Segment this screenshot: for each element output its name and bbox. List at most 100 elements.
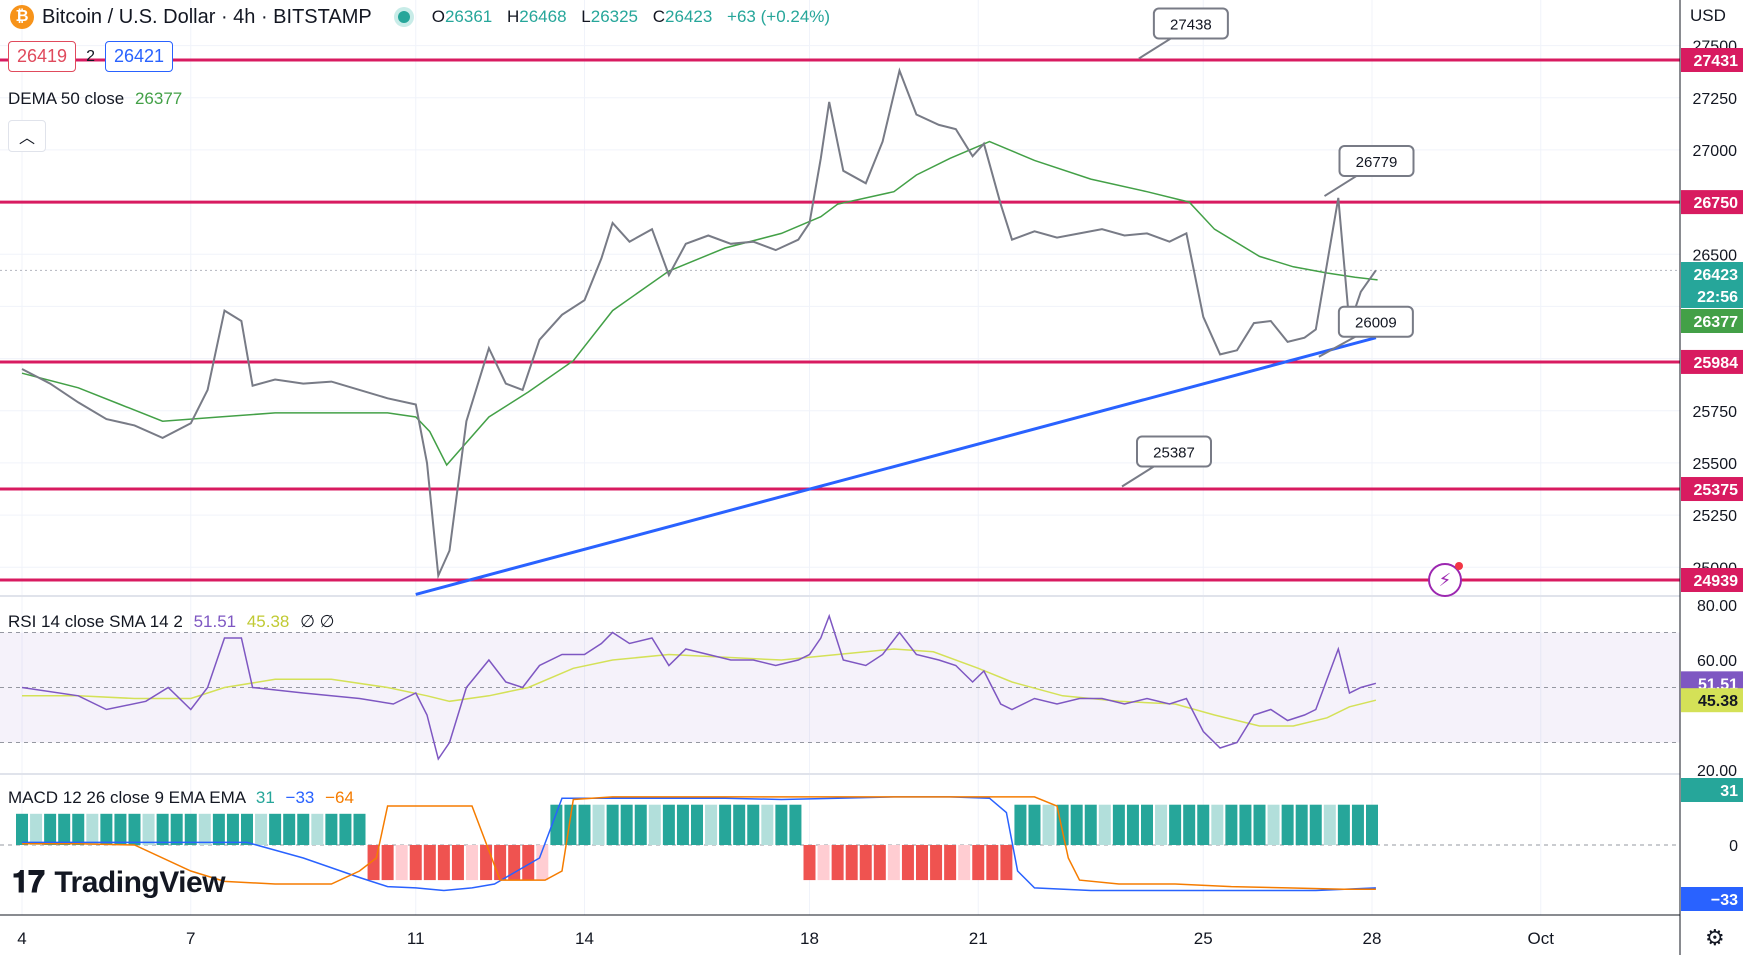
macd-histogram-bar: [170, 813, 183, 845]
horizontal-levels[interactable]: [0, 58, 1680, 582]
chart-header: ₿ Bitcoin / U.S. Dollar · 4h · BITSTAMP …: [0, 0, 840, 34]
macd-histogram-bar: [1211, 804, 1224, 845]
macd-histogram-bar: [395, 845, 408, 881]
time-tick-label: 28: [1363, 929, 1382, 948]
alert-dot: [1455, 562, 1463, 570]
macd-histogram-bar: [212, 813, 225, 845]
macd-histogram-bar: [241, 813, 253, 845]
ask-button[interactable]: 26421: [104, 41, 174, 72]
macd-histogram-bar: [578, 804, 591, 845]
level-price-badge-bg: [1681, 477, 1743, 502]
macd-histogram-bar: [522, 845, 535, 881]
macd-histogram-bar: [1281, 804, 1294, 845]
price-tick-label: 27000: [1693, 143, 1738, 160]
macd-histogram-bar: [1183, 804, 1196, 845]
price-axis[interactable]: 2750027250270002650025750255002525025000…: [1679, 0, 1743, 955]
macd-histogram-bar: [564, 804, 577, 845]
macd-histogram-bar: [775, 804, 788, 845]
macd-histogram-bar: [409, 845, 422, 881]
rsi-legend[interactable]: RSI 14 close SMA 14 2 51.51 45.38 ∅ ∅: [8, 612, 334, 632]
macd-histogram-bar: [859, 845, 872, 881]
macd-histogram-bar: [817, 845, 830, 881]
currency-selector[interactable]: USD: [1690, 6, 1726, 25]
change-value: +63 (+0.24%): [727, 7, 831, 26]
macd-histogram-bar: [620, 804, 633, 845]
level-price-badge-bg: [1681, 48, 1743, 72]
macd-histogram-bar: [30, 813, 43, 845]
flash-icon[interactable]: ⚡: [1428, 562, 1463, 597]
time-axis[interactable]: 4 7 11 14 18 21 25 28 Oct: [0, 914, 1680, 948]
level-price-badge: 27431: [1694, 53, 1739, 70]
gear-icon[interactable]: ⚙: [1705, 925, 1725, 950]
macd-histogram-bar: [494, 845, 507, 881]
rsi-sma-badge-bg: [1681, 688, 1743, 713]
level-price-badge-bg: [1681, 190, 1743, 215]
close-label: C: [652, 7, 666, 26]
macd-legend[interactable]: MACD 12 26 close 9 EMA EMA 31 −33 −64: [8, 788, 354, 808]
bid-ask: 26419 2 26421: [8, 41, 174, 72]
macd-histogram-bar: [789, 804, 802, 845]
macd-histogram-bar: [1000, 845, 1013, 881]
macd-histogram-bar: [550, 804, 563, 845]
macd-histogram-bar: [100, 813, 113, 845]
price-tick-label: 25250: [1693, 508, 1738, 525]
macd-tick-label: 0: [1729, 838, 1738, 855]
macd-histogram-bar: [1239, 804, 1252, 845]
callout-pointer: [1323, 173, 1361, 197]
level-price-badge: 25984: [1694, 355, 1739, 372]
dema-label: DEMA 50 close: [8, 89, 125, 108]
macd-histogram-bar: [142, 813, 155, 845]
macd-histogram-bar: [198, 813, 211, 845]
macd-histogram-bar: [156, 813, 169, 845]
macd-histogram-bar: [606, 804, 619, 845]
symbol-title[interactable]: Bitcoin / U.S. Dollar · 4h · BITSTAMP: [42, 5, 372, 28]
macd-pane: [0, 796, 1680, 892]
macd-line-badge: −33: [1711, 892, 1738, 909]
macd-histogram-bar: [901, 845, 914, 881]
macd-histogram-bar: [916, 845, 928, 881]
rsi-sma-badge: 45.38: [1698, 693, 1738, 710]
macd-histogram-bar: [1126, 804, 1139, 845]
callout-box: [1338, 145, 1415, 178]
macd-histogram-bar: [325, 813, 338, 845]
macd-histogram-bar: [803, 845, 816, 881]
macd-histogram-bar: [1295, 804, 1308, 845]
level-price-badge-bg: [1681, 568, 1743, 592]
chevron-up-icon: ︿: [18, 130, 35, 147]
time-tick-label: 4: [17, 929, 26, 948]
macd-histogram-bar: [1028, 804, 1041, 845]
dema-legend[interactable]: DEMA 50 close 26377: [8, 89, 182, 109]
open-value: 26361: [444, 7, 493, 26]
tradingview-mark-icon: 𝟏𝟕: [12, 866, 45, 899]
dema-series: [21, 140, 1378, 467]
time-tick-label: 11: [407, 929, 425, 948]
price-tick-label: 27250: [1693, 91, 1738, 108]
macd-histogram-bar: [930, 845, 943, 881]
macd-histogram-bar: [887, 845, 900, 881]
trendline-segment[interactable]: [415, 336, 1377, 596]
macd-histogram-bar: [72, 813, 85, 845]
macd-histogram-bar: [1309, 804, 1322, 845]
macd-histogram-bar: [437, 845, 450, 881]
trendline[interactable]: [415, 336, 1377, 596]
callout-pointer: [1138, 35, 1175, 60]
macd-histogram-bar: [1267, 804, 1280, 845]
macd-signal-value: −64: [325, 788, 354, 807]
bid-button[interactable]: 26419: [8, 41, 77, 72]
ohlc-readout: O26361 H26468 L26325 C26423 +63 (+0.24%): [432, 7, 840, 27]
tradingview-logo[interactable]: 𝟏𝟕 TradingView: [12, 866, 226, 900]
price-series: [21, 67, 1377, 580]
macd-histogram-bar: [1337, 804, 1350, 845]
rsi-tick-label: 80.00: [1697, 598, 1737, 615]
open-label: O: [431, 7, 445, 26]
spread-value: 2: [86, 47, 95, 65]
macd-histogram-bar: [1098, 804, 1111, 845]
low-value: 26325: [590, 7, 639, 26]
macd-histogram-bar: [255, 813, 268, 845]
callout-label: 26009: [1355, 315, 1397, 332]
macd-histogram-bar: [283, 813, 296, 845]
level-price-badge-bg: [1681, 349, 1743, 374]
current-price-badge-bg: [1681, 262, 1743, 286]
collapse-legend-button[interactable]: ︿: [8, 120, 46, 152]
